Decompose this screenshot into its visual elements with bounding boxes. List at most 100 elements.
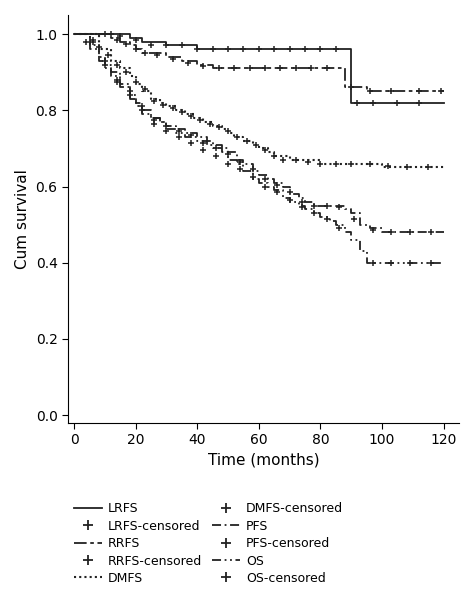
DMFS — [219, 126, 225, 133]
LRFS — [318, 46, 323, 53]
PFS — [394, 229, 400, 236]
DMFS — [96, 46, 101, 53]
Line: DMFS: DMFS — [74, 34, 444, 167]
OS — [302, 206, 308, 213]
PFS — [296, 194, 302, 202]
PFS — [133, 99, 138, 106]
RRFS — [133, 46, 138, 53]
Line: OS: OS — [74, 34, 444, 263]
DMFS — [256, 145, 262, 152]
RRFS — [194, 61, 200, 68]
RRFS — [272, 65, 277, 72]
DMFS — [379, 164, 385, 171]
DMFS — [410, 164, 416, 171]
OS — [250, 175, 255, 182]
OS — [164, 126, 169, 133]
PFS — [357, 221, 363, 228]
DMFS — [225, 129, 231, 137]
RRFS — [164, 53, 169, 60]
PFS — [272, 179, 277, 186]
RRFS — [108, 34, 114, 42]
RRFS — [410, 88, 416, 95]
OS — [182, 133, 188, 141]
LRFS — [194, 46, 200, 53]
LRFS — [256, 46, 262, 53]
RRFS — [379, 88, 385, 95]
OS — [357, 248, 363, 255]
PFS — [287, 190, 292, 198]
RRFS — [118, 38, 123, 45]
DMFS — [250, 141, 255, 148]
DMFS — [108, 57, 114, 65]
OS — [225, 156, 231, 164]
OS — [194, 137, 200, 144]
DMFS — [71, 30, 77, 37]
OS — [256, 179, 262, 186]
DMFS — [302, 156, 308, 164]
RRFS — [364, 88, 369, 95]
PFS — [379, 229, 385, 236]
OS — [272, 187, 277, 194]
PFS — [210, 141, 216, 148]
RRFS — [342, 84, 348, 91]
LRFS — [379, 99, 385, 106]
OS — [364, 259, 369, 266]
OS — [311, 210, 317, 217]
PFS — [265, 175, 271, 182]
PFS — [71, 30, 77, 37]
LRFS — [287, 46, 292, 53]
PFS — [342, 206, 348, 213]
RRFS — [441, 88, 447, 95]
OS — [318, 213, 323, 220]
PFS — [225, 149, 231, 156]
PFS — [164, 122, 169, 129]
OS — [327, 217, 333, 225]
RRFS — [318, 65, 323, 72]
DMFS — [318, 160, 323, 167]
PFS — [367, 225, 373, 232]
PFS — [327, 202, 333, 209]
RRFS — [96, 30, 101, 37]
OS — [410, 259, 416, 266]
PFS — [87, 42, 92, 49]
DMFS — [333, 160, 339, 167]
PFS — [148, 114, 154, 121]
RRFS — [287, 65, 292, 72]
OS — [348, 236, 354, 243]
DMFS — [191, 114, 197, 121]
RRFS — [241, 65, 246, 72]
OS — [265, 183, 271, 190]
DMFS — [265, 149, 271, 156]
DMFS — [441, 164, 447, 171]
PFS — [102, 61, 108, 68]
RRFS — [210, 65, 216, 72]
PFS — [96, 53, 101, 60]
OS — [102, 65, 108, 72]
LRFS — [102, 30, 108, 37]
PFS — [410, 229, 416, 236]
DMFS — [157, 99, 163, 106]
DMFS — [241, 137, 246, 144]
RRFS — [333, 65, 339, 72]
LRFS — [127, 34, 132, 42]
LRFS — [342, 46, 348, 53]
PFS — [173, 126, 179, 133]
Line: PFS: PFS — [74, 34, 444, 233]
OS — [157, 118, 163, 126]
OS — [296, 202, 302, 209]
PFS — [157, 118, 163, 126]
PFS — [204, 137, 210, 144]
LRFS — [348, 99, 354, 106]
OS — [127, 95, 132, 103]
LRFS — [71, 30, 77, 37]
LRFS — [225, 46, 231, 53]
PFS — [318, 202, 323, 209]
LRFS — [441, 99, 447, 106]
DMFS — [231, 133, 237, 141]
PFS — [250, 168, 255, 175]
DMFS — [148, 95, 154, 103]
OS — [241, 168, 246, 175]
PFS — [256, 172, 262, 179]
PFS — [441, 229, 447, 236]
OS — [210, 145, 216, 152]
